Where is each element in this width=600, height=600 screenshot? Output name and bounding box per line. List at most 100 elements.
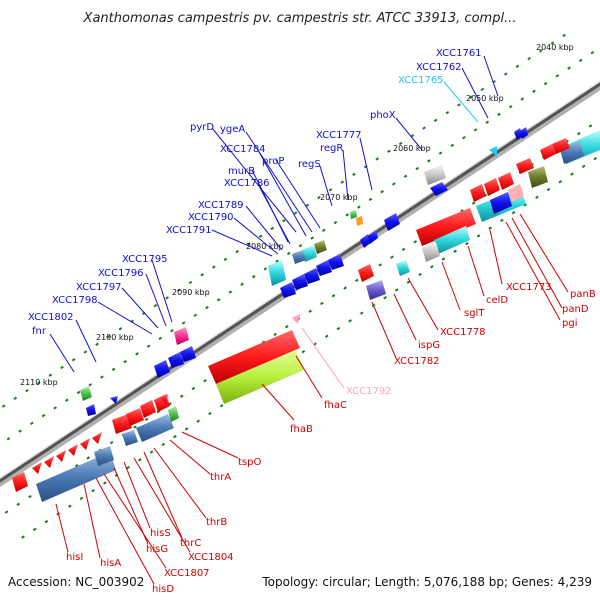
gene-label[interactable]: fnr <box>32 326 47 337</box>
gene-box[interactable] <box>268 260 286 286</box>
gene-label[interactable]: XCC1792 <box>346 386 392 397</box>
gene-label[interactable]: celD <box>486 295 508 306</box>
gene-label[interactable]: XCC1790 <box>188 212 234 223</box>
gene-label[interactable]: XCC1786 <box>224 178 270 189</box>
gene-box[interactable] <box>470 184 486 202</box>
gene-arrow[interactable] <box>160 394 168 404</box>
gene-label[interactable]: hisI <box>66 552 83 563</box>
gene-label[interactable]: hisA <box>100 558 121 569</box>
gene-label[interactable]: XCC1807 <box>164 568 210 579</box>
gene-arrow[interactable] <box>292 314 300 324</box>
gene-box[interactable] <box>12 472 28 492</box>
gene-label[interactable]: XCC1797 <box>76 282 122 293</box>
gene-box[interactable] <box>434 226 470 254</box>
gene-arrow[interactable] <box>110 396 118 404</box>
gene-box[interactable] <box>366 280 386 300</box>
gene-label[interactable]: XCC1789 <box>198 200 244 211</box>
gene-arrow[interactable] <box>292 274 308 290</box>
gene-label[interactable]: sglT <box>464 308 485 319</box>
gene-box[interactable] <box>422 242 440 262</box>
gene-label[interactable]: XCC1795 <box>122 254 168 265</box>
gene-arrow[interactable] <box>68 444 78 456</box>
gene-box[interactable] <box>314 240 327 254</box>
gene-box[interactable] <box>516 158 534 174</box>
gene-arrow[interactable] <box>56 450 66 462</box>
gene-label[interactable]: thrC <box>180 538 201 549</box>
gene-arrow[interactable] <box>44 456 54 468</box>
gene-label[interactable]: XCC1791 <box>166 225 212 236</box>
gene-box[interactable] <box>358 264 374 282</box>
gene-box[interactable] <box>216 350 304 404</box>
gene-label[interactable]: XCC1782 <box>394 356 440 367</box>
gene-label[interactable]: fhaB <box>290 424 313 435</box>
gene-label[interactable]: thrA <box>210 472 231 483</box>
gene-arrow[interactable] <box>168 352 184 368</box>
gene-label[interactable]: ygeA <box>220 124 245 135</box>
gene-box[interactable] <box>208 330 300 384</box>
gene-box[interactable] <box>80 386 92 401</box>
gene-arrow[interactable] <box>368 230 378 244</box>
gene-label[interactable]: XCC1802 <box>28 312 74 323</box>
gene-box[interactable] <box>168 406 179 422</box>
gene-arrow[interactable] <box>304 268 320 284</box>
gene-arrow[interactable] <box>328 254 344 270</box>
gene-arrow[interactable] <box>384 213 400 231</box>
gene-box[interactable] <box>424 165 446 185</box>
gene-box[interactable] <box>484 178 500 196</box>
gene-label[interactable]: XCC1798 <box>52 295 98 306</box>
gene-label[interactable]: XCC1804 <box>188 552 234 563</box>
gene-arrow[interactable] <box>32 462 42 474</box>
gene-box[interactable] <box>508 184 524 202</box>
gene-box[interactable] <box>302 245 317 262</box>
gene-box[interactable] <box>528 166 548 188</box>
gene-box[interactable] <box>94 446 114 466</box>
gene-label[interactable]: XCC1777 <box>316 130 362 141</box>
gene-label[interactable]: regS <box>298 159 321 170</box>
gene-arrow[interactable] <box>86 404 96 416</box>
gene-box[interactable] <box>154 394 170 412</box>
gene-arrow[interactable] <box>280 282 296 298</box>
gene-arrow[interactable] <box>154 360 170 378</box>
gene-box[interactable] <box>350 210 357 219</box>
gene-box[interactable] <box>292 250 306 264</box>
gene-box[interactable] <box>490 192 512 214</box>
gene-label[interactable]: proP <box>262 156 284 167</box>
gene-label[interactable]: pyrD <box>190 122 214 133</box>
gene-label[interactable]: hisS <box>150 528 171 539</box>
gene-box[interactable] <box>140 400 156 418</box>
gene-arrow[interactable] <box>92 432 102 444</box>
gene-label[interactable]: XCC1778 <box>440 327 486 338</box>
gene-label[interactable]: murB <box>228 166 255 177</box>
gene-box[interactable] <box>112 414 132 434</box>
gene-box[interactable] <box>122 430 138 446</box>
gene-label[interactable]: XCC1761 <box>436 48 482 59</box>
gene-box[interactable] <box>540 144 556 160</box>
gene-arrow[interactable] <box>430 182 448 196</box>
gene-label[interactable]: XCC1784 <box>220 144 266 155</box>
gene-label[interactable]: pgi <box>562 318 577 329</box>
gene-arrow[interactable] <box>489 146 497 156</box>
gene-box[interactable] <box>498 172 514 190</box>
gene-box[interactable] <box>396 260 410 276</box>
gene-label[interactable]: ispG <box>418 340 440 351</box>
gene-label[interactable]: XCC1762 <box>416 62 462 73</box>
gene-label[interactable]: phoX <box>370 110 396 121</box>
gene-box[interactable] <box>126 408 144 426</box>
gene-box[interactable] <box>136 414 174 442</box>
gene-arrow[interactable] <box>180 346 196 362</box>
gene-label[interactable]: panB <box>570 289 596 300</box>
gene-box[interactable] <box>174 327 189 345</box>
gene-label[interactable]: hisD <box>152 584 174 595</box>
gene-label[interactable]: tspO <box>238 457 261 468</box>
gene-label[interactable]: fhaC <box>324 400 347 411</box>
gene-label[interactable]: thrB <box>206 517 227 528</box>
gene-box[interactable] <box>416 208 476 246</box>
gene-label[interactable]: regR <box>320 143 343 154</box>
gene-label[interactable]: hisG <box>146 544 168 555</box>
gene-label[interactable]: XCC1796 <box>98 268 144 279</box>
gene-box[interactable] <box>552 138 570 154</box>
gene-box[interactable] <box>356 216 363 226</box>
gene-arrow[interactable] <box>520 127 528 139</box>
gene-label[interactable]: XCC1765 <box>398 75 444 86</box>
gene-arrow[interactable] <box>316 260 332 276</box>
